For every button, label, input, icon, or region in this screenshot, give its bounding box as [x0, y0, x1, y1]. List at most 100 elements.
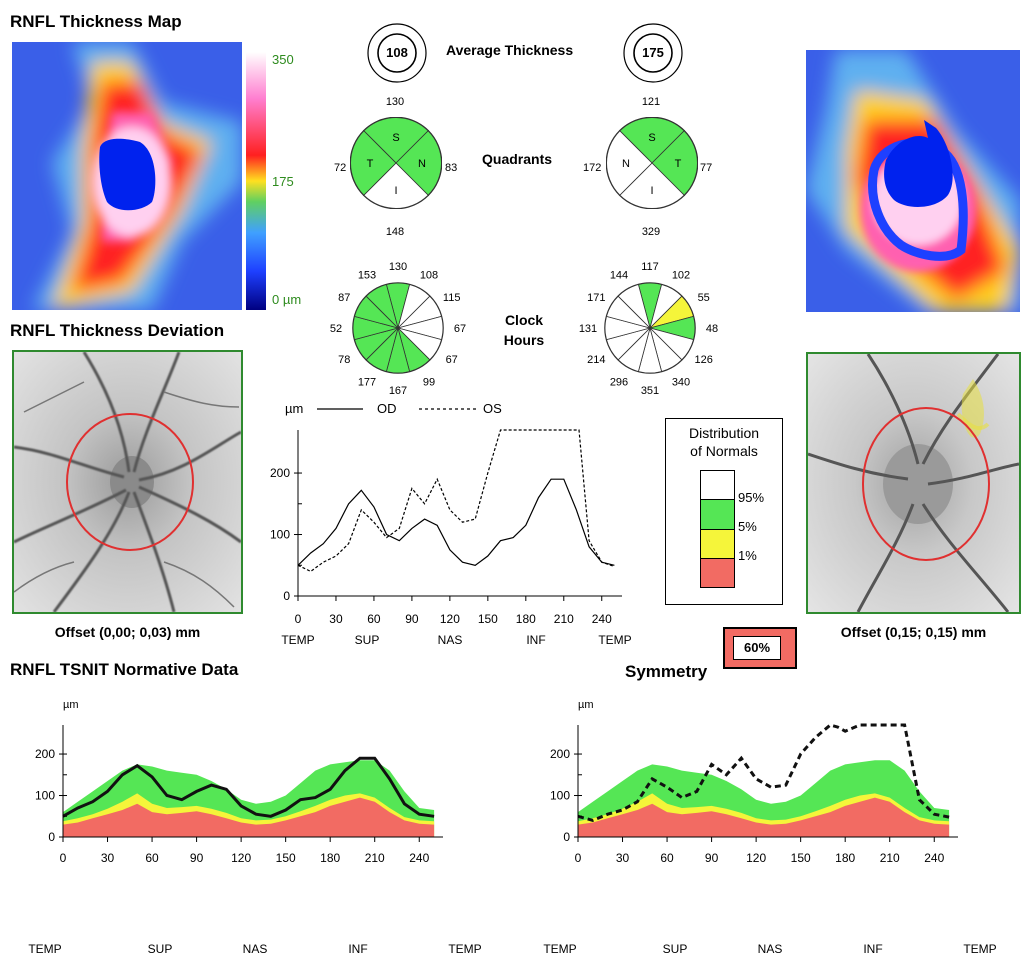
x-tick-label: 30: [101, 851, 115, 865]
swatch-yellow: [701, 530, 734, 559]
os-tsnit-normative-chart: µm 0 30 60 90 120 150 180 210 240 0 100 200 TEMP SUP N…: [543, 699, 996, 956]
x-tick-label: 90: [705, 851, 719, 865]
od-quadrants-chart: S I T N: [350, 117, 442, 209]
os-clock-hour-value: 144: [610, 269, 628, 281]
colorbar-top-label: 350: [272, 52, 294, 67]
os-quadrant-n-value: 172: [583, 162, 602, 174]
distribution-title: Distribution of Normals: [666, 424, 782, 460]
region-label: TEMP: [281, 633, 314, 647]
od-clock-hour-value: 99: [423, 377, 435, 389]
y-tick-label: 0: [283, 589, 290, 603]
colorbar-bottom-label: 0 µm: [272, 292, 302, 307]
svg-text:N: N: [622, 158, 630, 170]
os-clock-hour-value: 171: [587, 292, 605, 304]
region-label: SUP: [663, 942, 688, 956]
os-clock-hour-value: 340: [672, 377, 690, 389]
y-tick-label: 200: [35, 747, 55, 761]
svg-text:S: S: [392, 132, 399, 144]
x-tick-label: 30: [329, 612, 343, 626]
os-clock-hour-value: 117: [641, 261, 659, 273]
region-label: TEMP: [28, 942, 61, 956]
os-quadrants-chart: S I N T: [606, 117, 698, 209]
x-tick-label: 180: [320, 851, 340, 865]
level-1-label: 1%: [738, 548, 757, 563]
od-thickness-map-image: [12, 42, 242, 310]
os-offset-label: Offset (0,15; 0,15) mm: [840, 624, 987, 640]
os-quadrant-t-value: 77: [700, 162, 713, 174]
y-tick-label: 100: [35, 789, 55, 803]
svg-text:I: I: [650, 185, 653, 197]
swatch-green: [701, 500, 734, 530]
os-clock-hour-value: 296: [610, 377, 628, 389]
x-tick-label: 150: [276, 851, 296, 865]
distribution-title-line1: Distribution: [688, 425, 760, 441]
distribution-swatches: [700, 470, 735, 588]
x-tick-label: 60: [367, 612, 381, 626]
tsnit-heading: RNFL TSNIT Normative Data: [10, 660, 239, 679]
os-clock-hour-value: 102: [672, 269, 690, 281]
x-tick-label: 150: [478, 612, 498, 626]
x-tick-label: 120: [440, 612, 460, 626]
od-clock-hours-chart: 130 108 115 67 67 99 167 177 78 52 87 153: [330, 261, 466, 397]
x-tick-label: 210: [365, 851, 385, 865]
x-tick-label: 90: [190, 851, 204, 865]
tsnit-comparison-chart: µm OD OS 0 30 60 90 120 150 180 210 240 0 100 200 TE…: [270, 401, 632, 647]
normal-range-1-band: [63, 797, 435, 837]
x-tick-label: 150: [791, 851, 811, 865]
x-tick-label: 180: [835, 851, 855, 865]
symmetry-heading: Symmetry: [625, 662, 708, 681]
region-label: NAS: [758, 942, 783, 956]
region-label: INF: [863, 942, 882, 956]
od-clock-hour-value: 67: [454, 323, 466, 335]
os-quadrant-i-value: 329: [641, 226, 661, 238]
os-clock-hour-value: 214: [587, 354, 605, 366]
os-thickness-line: [577, 723, 950, 822]
od-normative-unit-label: µm: [63, 699, 79, 711]
od-offset-label: Offset (0,00; 0,03) mm: [54, 624, 201, 640]
colorbar-mid-label: 175: [272, 174, 294, 189]
thickness-colorbar: [246, 52, 266, 310]
os-fundus-image: [806, 352, 1021, 614]
od-thickness-line: [62, 756, 435, 818]
os-tsnit-line: [297, 429, 615, 573]
od-clock-hour-value: 177: [358, 377, 376, 389]
y-tick-label: 100: [550, 789, 570, 803]
x-tick-label: 30: [616, 851, 630, 865]
normal-range-1-band: [578, 797, 950, 837]
os-average-thickness-badge: 175: [622, 22, 684, 84]
os-clock-hour-value: 48: [706, 323, 718, 335]
os-clock-hours-chart: 117 102 55 48 126 340 351 296 214 131 171 144: [579, 261, 718, 397]
os-average-thickness-value: 175: [642, 45, 664, 60]
y-tick-label: 100: [270, 528, 290, 542]
symmetry-value: 60%: [733, 636, 781, 660]
svg-text:I: I: [394, 185, 397, 197]
od-clock-hour-value: 87: [338, 292, 350, 304]
region-label: TEMP: [448, 942, 481, 956]
clock-hours-label: Clock Hours: [498, 310, 550, 350]
x-tick-label: 240: [409, 851, 429, 865]
od-clock-hour-value: 67: [446, 354, 458, 366]
os-thickness-map-image: [806, 50, 1020, 312]
os-clock-outline: [604, 282, 696, 374]
x-tick-label: 240: [592, 612, 612, 626]
od-clock-hour-value: 153: [358, 269, 376, 281]
os-clock-hour-value: 131: [579, 323, 597, 335]
distribution-legend: Distribution of Normals 95% 5% 1%: [665, 418, 783, 605]
os-clock-hour-value: 126: [695, 354, 713, 366]
swatch-white: [701, 471, 734, 500]
x-tick-label: 60: [660, 851, 674, 865]
distribution-title-line2: of Normals: [690, 443, 758, 459]
svg-text:T: T: [367, 158, 374, 170]
svg-text:T: T: [675, 158, 682, 170]
x-tick-label: 90: [405, 612, 419, 626]
legend-od-label: OD: [377, 401, 397, 416]
od-clock-hour-value: 108: [420, 269, 438, 281]
od-clock-hour-value: 167: [389, 385, 407, 397]
od-clock-outline: [352, 282, 444, 374]
y-tick-label: 200: [550, 747, 570, 761]
svg-text:S: S: [648, 132, 655, 144]
os-clock-hour-value: 351: [641, 385, 659, 397]
clock-hours-label-line1: Clock: [504, 312, 544, 328]
os-normative-unit-label: µm: [578, 699, 594, 711]
od-clock-hour-value: 130: [389, 261, 407, 273]
